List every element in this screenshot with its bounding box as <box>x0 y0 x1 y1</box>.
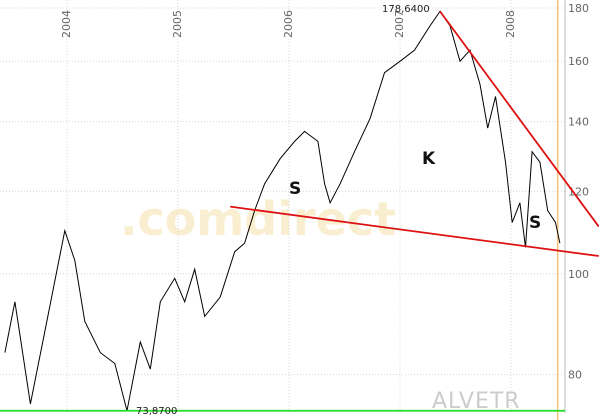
annotation: S <box>529 213 541 233</box>
y-tick-label: 120 <box>568 185 589 198</box>
x-tick-label: 2007 <box>393 10 406 38</box>
trend-line <box>230 205 599 257</box>
y-tick-label: 180 <box>568 2 589 15</box>
x-tick-label: 2005 <box>171 10 184 38</box>
price-line <box>4 10 561 411</box>
annotation: S <box>289 179 301 199</box>
x-tick-label: 2004 <box>60 10 73 38</box>
x-tick-label: 2008 <box>504 10 517 38</box>
annotation: K <box>422 149 436 169</box>
y-tick-label: 160 <box>568 55 589 68</box>
y-tick-label: 140 <box>568 116 589 129</box>
y-tick-label: 100 <box>568 268 589 281</box>
annotation: 73,8700 <box>136 406 177 417</box>
trend-line <box>439 10 599 228</box>
y-tick-label: 80 <box>568 369 582 382</box>
annotation: 178,6400 <box>382 4 430 15</box>
x-tick-label: 2006 <box>282 10 295 38</box>
